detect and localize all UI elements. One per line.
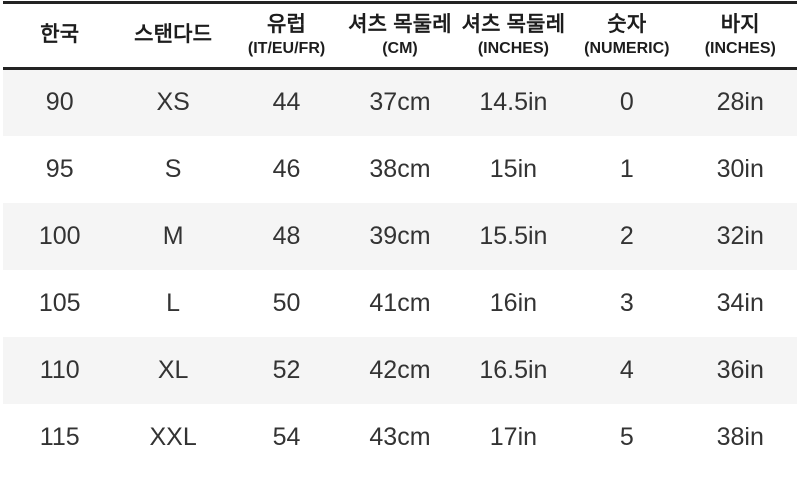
table-row: 95 S 46 38cm 15in 1 30in	[3, 136, 797, 203]
cell-standard: S	[164, 154, 182, 183]
cell-korea: 110	[39, 355, 80, 384]
cell-korea: 95	[45, 154, 74, 183]
cell-shirt-neck-inches: 16in	[489, 288, 538, 317]
cell-korea: 90	[45, 88, 74, 117]
column-header-sublabel: (NUMERIC)	[584, 39, 670, 57]
cell-shirt-neck-cm: 37cm	[369, 88, 431, 117]
column-header-sublabel: (CM)	[382, 39, 418, 57]
cell-shirt-neck-cm: 38cm	[369, 154, 431, 183]
column-header-shirt-neck-inches: 셔츠 목둘레 (INCHES)	[456, 1, 571, 70]
cell-shirt-neck-inches: 15in	[489, 154, 538, 183]
cell-numeric: 3	[619, 288, 634, 317]
cell-pants-inches: 30in	[716, 154, 764, 183]
table-row: 90 XS 44 37cm 14.5in 0 28in	[3, 68, 797, 136]
table-row: 110 XL 52 42cm 16.5in 4 36in	[3, 336, 797, 404]
cell-numeric: 1	[619, 154, 634, 183]
cell-pants-inches: 34in	[716, 288, 764, 317]
cell-korea: 105	[38, 288, 81, 317]
cell-shirt-neck-cm: 43cm	[369, 422, 431, 451]
cell-shirt-neck-inches: 14.5in	[479, 88, 548, 117]
cell-shirt-neck-cm: 41cm	[369, 288, 431, 317]
column-header-label: 셔츠 목둘레	[348, 12, 452, 36]
cell-korea: 115	[39, 422, 80, 451]
cell-europe: 44	[272, 88, 301, 117]
column-header-korea: 한국	[3, 1, 117, 70]
cell-europe: 54	[272, 422, 301, 451]
cell-europe: 46	[272, 154, 301, 183]
cell-numeric: 2	[619, 221, 634, 250]
cell-pants-inches: 38in	[716, 422, 764, 451]
column-header-label: 한국	[40, 23, 80, 47]
cell-shirt-neck-inches: 15.5in	[479, 221, 548, 250]
column-header-label: 셔츠 목둘레	[461, 12, 566, 36]
cell-numeric: 4	[619, 355, 634, 384]
column-header-europe: 유럽 (IT/EU/FR)	[229, 1, 344, 70]
size-conversion-table: 한국 스탠다드 유럽 (IT/EU/FR) 셔츠 목둘레 (CM) 셔츠 목둘레	[3, 1, 797, 471]
cell-shirt-neck-cm: 42cm	[369, 355, 431, 384]
table-body: 90 XS 44 37cm 14.5in 0 28in 95 S 46 38cm…	[3, 68, 797, 471]
table-row: 115 XXL 54 43cm 17in 5 38in	[3, 404, 797, 471]
cell-standard: XS	[156, 88, 190, 117]
cell-shirt-neck-cm: 39cm	[369, 221, 431, 250]
column-header-shirt-neck-cm: 셔츠 목둘레 (CM)	[343, 1, 457, 70]
column-header-numeric: 숫자 (NUMERIC)	[570, 1, 684, 70]
cell-shirt-neck-inches: 16.5in	[479, 355, 548, 384]
table-row: 100 M 48 39cm 15.5in 2 32in	[3, 202, 797, 270]
cell-pants-inches: 36in	[716, 355, 764, 384]
cell-numeric: 5	[619, 422, 634, 451]
column-header-standard: 스탠다드	[116, 1, 230, 70]
cell-numeric: 0	[619, 88, 634, 117]
cell-europe: 52	[272, 355, 301, 384]
cell-europe: 50	[272, 288, 301, 317]
table-row: 105 L 50 41cm 16in 3 34in	[3, 270, 797, 337]
column-header-sublabel: (IT/EU/FR)	[247, 39, 326, 57]
cell-pants-inches: 32in	[716, 221, 764, 250]
cell-shirt-neck-inches: 17in	[489, 422, 538, 451]
column-header-label: 스탠다드	[134, 23, 213, 47]
cell-europe: 48	[272, 221, 301, 250]
cell-standard: XXL	[149, 422, 197, 451]
cell-standard: XL	[157, 355, 189, 384]
column-header-sublabel: (INCHES)	[477, 39, 549, 57]
cell-korea: 100	[38, 221, 81, 250]
header-row: 한국 스탠다드 유럽 (IT/EU/FR) 셔츠 목둘레 (CM) 셔츠 목둘레	[3, 1, 797, 70]
table-header: 한국 스탠다드 유럽 (IT/EU/FR) 셔츠 목둘레 (CM) 셔츠 목둘레	[3, 1, 797, 70]
column-header-sublabel: (INCHES)	[704, 39, 776, 57]
cell-standard: M	[162, 221, 184, 250]
column-header-label: 유럽	[267, 12, 307, 36]
cell-standard: L	[166, 288, 181, 317]
column-header-label: 바지	[720, 12, 760, 36]
column-header-label: 숫자	[607, 12, 647, 36]
column-header-pants-inches: 바지 (INCHES)	[683, 1, 797, 70]
cell-pants-inches: 28in	[716, 88, 764, 117]
